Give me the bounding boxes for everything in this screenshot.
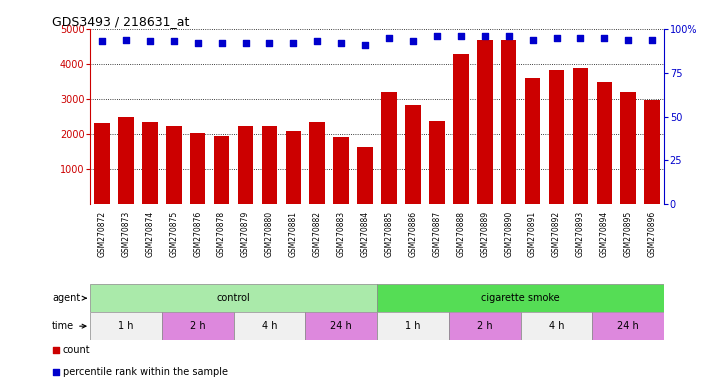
Text: GSM270880: GSM270880 bbox=[265, 210, 274, 257]
Point bbox=[311, 38, 323, 45]
Point bbox=[455, 33, 466, 39]
Bar bbox=[166, 126, 182, 204]
Text: GDS3493 / 218631_at: GDS3493 / 218631_at bbox=[52, 15, 190, 28]
Point bbox=[288, 40, 299, 46]
Bar bbox=[429, 121, 445, 204]
Text: count: count bbox=[63, 345, 90, 355]
Text: GSM270876: GSM270876 bbox=[193, 210, 202, 257]
Point bbox=[192, 40, 203, 46]
Text: GSM270887: GSM270887 bbox=[433, 210, 441, 257]
Bar bbox=[190, 134, 205, 204]
Bar bbox=[118, 118, 133, 204]
Point bbox=[407, 38, 419, 45]
Bar bbox=[142, 122, 158, 204]
Text: agent: agent bbox=[52, 293, 87, 303]
Bar bbox=[453, 55, 469, 204]
Point bbox=[575, 35, 586, 41]
Point bbox=[120, 36, 132, 43]
Bar bbox=[405, 106, 421, 204]
Point bbox=[260, 84, 271, 91]
Text: 1 h: 1 h bbox=[405, 321, 421, 331]
Point bbox=[335, 40, 347, 46]
Bar bbox=[521, 312, 593, 340]
Text: GSM270892: GSM270892 bbox=[552, 210, 561, 257]
Text: GSM270889: GSM270889 bbox=[480, 210, 490, 257]
Text: GSM270879: GSM270879 bbox=[241, 210, 250, 257]
Text: 1 h: 1 h bbox=[118, 321, 133, 331]
Point bbox=[384, 35, 395, 41]
Point bbox=[96, 38, 107, 45]
Text: GSM270894: GSM270894 bbox=[600, 210, 609, 257]
Bar bbox=[90, 312, 162, 340]
Bar bbox=[238, 126, 253, 204]
Point bbox=[264, 40, 275, 46]
Text: 2 h: 2 h bbox=[190, 321, 205, 331]
Bar bbox=[449, 312, 521, 340]
Bar bbox=[593, 312, 664, 340]
Point bbox=[527, 36, 539, 43]
Bar bbox=[377, 284, 664, 312]
Point bbox=[240, 40, 252, 46]
Bar bbox=[381, 92, 397, 204]
Bar bbox=[621, 92, 636, 204]
Point bbox=[216, 40, 227, 46]
Point bbox=[622, 36, 634, 43]
Point bbox=[431, 33, 443, 39]
Text: GSM270896: GSM270896 bbox=[647, 210, 657, 257]
Bar bbox=[162, 312, 234, 340]
Bar bbox=[525, 78, 540, 204]
Text: 2 h: 2 h bbox=[477, 321, 492, 331]
Text: GSM270886: GSM270886 bbox=[409, 210, 417, 257]
Text: GSM270893: GSM270893 bbox=[576, 210, 585, 257]
Text: GSM270882: GSM270882 bbox=[313, 210, 322, 257]
Point bbox=[168, 38, 180, 45]
Point bbox=[260, 285, 271, 291]
Text: GSM270881: GSM270881 bbox=[289, 210, 298, 257]
Text: GSM270888: GSM270888 bbox=[456, 210, 465, 257]
Bar bbox=[305, 312, 377, 340]
Bar bbox=[214, 136, 229, 204]
Bar bbox=[90, 284, 377, 312]
Point bbox=[551, 35, 562, 41]
Text: GSM270875: GSM270875 bbox=[169, 210, 178, 257]
Point bbox=[144, 38, 156, 45]
Text: GSM270883: GSM270883 bbox=[337, 210, 345, 257]
Bar bbox=[477, 40, 492, 204]
Bar bbox=[572, 68, 588, 204]
Bar bbox=[333, 137, 349, 204]
Text: 4 h: 4 h bbox=[262, 321, 277, 331]
Bar bbox=[234, 312, 305, 340]
Point bbox=[503, 33, 514, 39]
Bar bbox=[596, 82, 612, 204]
Bar bbox=[377, 312, 449, 340]
Point bbox=[598, 35, 610, 41]
Text: GSM270873: GSM270873 bbox=[121, 210, 131, 257]
Text: time: time bbox=[52, 321, 86, 331]
Point bbox=[647, 36, 658, 43]
Bar bbox=[262, 126, 277, 204]
Text: 24 h: 24 h bbox=[330, 321, 352, 331]
Text: percentile rank within the sample: percentile rank within the sample bbox=[63, 367, 228, 377]
Text: GSM270872: GSM270872 bbox=[97, 210, 107, 257]
Point bbox=[359, 42, 371, 48]
Text: 24 h: 24 h bbox=[617, 321, 639, 331]
Text: 4 h: 4 h bbox=[549, 321, 565, 331]
Point bbox=[479, 33, 490, 39]
Bar bbox=[549, 70, 565, 204]
Bar bbox=[286, 131, 301, 204]
Text: GSM270890: GSM270890 bbox=[504, 210, 513, 257]
Text: GSM270878: GSM270878 bbox=[217, 210, 226, 257]
Bar bbox=[358, 147, 373, 204]
Text: GSM270884: GSM270884 bbox=[360, 210, 370, 257]
Text: GSM270891: GSM270891 bbox=[528, 210, 537, 257]
Bar bbox=[645, 100, 660, 204]
Text: GSM270895: GSM270895 bbox=[624, 210, 633, 257]
Text: cigarette smoke: cigarette smoke bbox=[482, 293, 560, 303]
Bar bbox=[501, 40, 516, 204]
Text: GSM270874: GSM270874 bbox=[146, 210, 154, 257]
Text: GSM270885: GSM270885 bbox=[384, 210, 394, 257]
Bar bbox=[94, 123, 110, 204]
Bar bbox=[309, 122, 325, 204]
Text: control: control bbox=[217, 293, 250, 303]
